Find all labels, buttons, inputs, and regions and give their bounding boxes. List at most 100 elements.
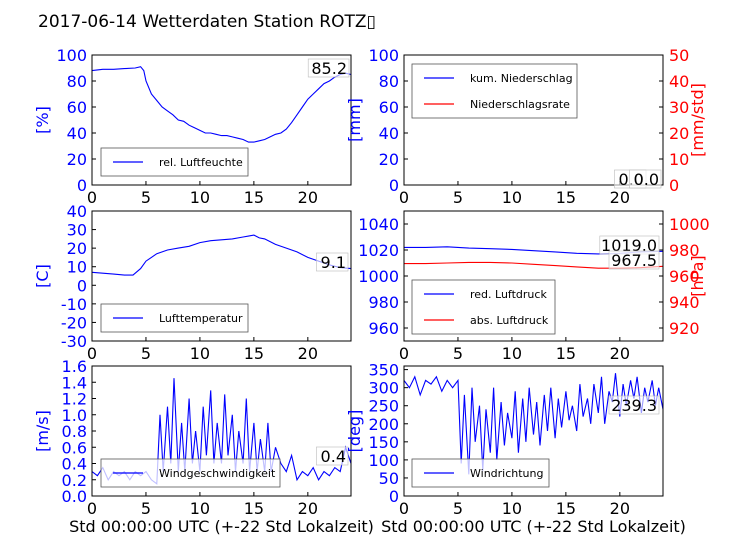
temperature-y-tick-label: 0 bbox=[77, 276, 87, 295]
humidity-series-line bbox=[91, 66, 352, 143]
humidity-x-tick-label: 20 bbox=[298, 188, 318, 207]
pressure-y-right-tick-label: 1000 bbox=[669, 215, 710, 234]
windspeed-value-label: 0.4 bbox=[321, 447, 346, 466]
pressure-x-tick-label: 15 bbox=[556, 344, 576, 363]
precipitation-x-tick-label: 10 bbox=[502, 188, 522, 207]
windspeed-y-tick-label: 0.4 bbox=[62, 455, 87, 474]
windspeed-x-tick-label: 20 bbox=[298, 499, 318, 518]
temperature-y-tick-label: 30 bbox=[67, 221, 87, 240]
winddirection-y-axis-label: [deg] bbox=[345, 410, 364, 453]
precipitation-y-tick-label: 20 bbox=[379, 150, 399, 169]
pressure-x-tick-label: 20 bbox=[610, 344, 630, 363]
winddirection-x-tick-label: 20 bbox=[610, 499, 630, 518]
windspeed-x-tick-label: 10 bbox=[190, 499, 210, 518]
winddirection-y-tick-label: 200 bbox=[368, 415, 399, 434]
pressure-value-label: 967.5 bbox=[611, 251, 657, 270]
winddirection-x-tick-label: 5 bbox=[453, 499, 463, 518]
winddirection-y-tick-label: 300 bbox=[368, 379, 399, 398]
winddirection-y-tick-label: 100 bbox=[368, 451, 399, 470]
humidity-legend-label: rel. Luftfeuchte bbox=[159, 156, 243, 169]
precipitation-y-right-tick-label: 30 bbox=[669, 98, 689, 117]
windspeed-y-tick-label: 0.2 bbox=[62, 471, 87, 490]
humidity-y-tick-label: 40 bbox=[67, 124, 87, 143]
windspeed-x-tick-label: 5 bbox=[141, 499, 151, 518]
temperature-x-tick-label: 10 bbox=[190, 344, 210, 363]
precipitation-x-tick-label: 5 bbox=[453, 188, 463, 207]
temperature-series-line bbox=[91, 234, 352, 276]
windspeed-y-tick-label: 0.8 bbox=[62, 422, 87, 441]
temperature-x-tick-label: 0 bbox=[87, 344, 97, 363]
windspeed-chart: 0.00.20.40.60.81.01.21.41.60 5 10 15 20[m/s]… bbox=[33, 357, 374, 536]
precipitation-y-axis-label: [mm] bbox=[345, 98, 364, 142]
pressure-y-tick-label: 980 bbox=[368, 293, 399, 312]
windspeed-x-axis-label: Std 00:00:00 UTC (+-22 Std Lokalzeit) bbox=[69, 517, 374, 536]
pressure-y-right-tick-label: 980 bbox=[669, 241, 700, 260]
winddirection-x-tick-label: 10 bbox=[502, 499, 522, 518]
pressure-y-right-tick-label: 920 bbox=[669, 319, 700, 338]
temperature-y-tick-label: -10 bbox=[61, 295, 87, 314]
winddirection-y-tick-label: 150 bbox=[368, 433, 399, 452]
humidity-y-tick-label: 20 bbox=[67, 150, 87, 169]
pressure-legend-box bbox=[411, 279, 556, 335]
pressure-y-tick-label: 1020 bbox=[358, 241, 399, 260]
precipitation-y-tick-label: 100 bbox=[368, 46, 399, 65]
winddirection-value-label-box bbox=[608, 395, 660, 415]
windspeed-y-tick-label: 0.0 bbox=[62, 487, 87, 506]
winddirection-plot-frame bbox=[403, 365, 664, 497]
pressure-legend-label: abs. Luftdruck bbox=[470, 314, 549, 327]
pressure-value-label-box bbox=[608, 250, 660, 270]
temperature-y-tick-label: -20 bbox=[61, 313, 87, 332]
pressure-y-tick-label: 960 bbox=[368, 319, 399, 338]
windspeed-y-tick-label: 1.2 bbox=[62, 390, 87, 409]
winddirection-y-tick-label: 50 bbox=[379, 469, 399, 488]
humidity-y-tick-label: 60 bbox=[67, 98, 87, 117]
precipitation-y-tick-label: 40 bbox=[379, 124, 399, 143]
precipitation-legend-box bbox=[411, 63, 578, 119]
humidity-y-axis-label: [%] bbox=[33, 106, 52, 134]
windspeed-legend-label: Windgeschwindigkeit bbox=[159, 467, 276, 480]
windspeed-value-label-box bbox=[316, 446, 349, 466]
precipitation-x-tick-label: 0 bbox=[399, 188, 409, 207]
humidity-x-tick-label: 15 bbox=[244, 188, 264, 207]
pressure-y-right-tick-label: 960 bbox=[669, 267, 700, 286]
pressure-y-right-axis-label: [hPa] bbox=[688, 255, 707, 296]
precipitation-legend-label: Niederschlagsrate bbox=[470, 98, 570, 111]
windspeed-x-tick-label: 15 bbox=[244, 499, 264, 518]
winddirection-y-tick-label: 250 bbox=[368, 397, 399, 416]
temperature-x-tick-label: 15 bbox=[244, 344, 264, 363]
precipitation-y-tick-label: 60 bbox=[379, 98, 399, 117]
humidity-x-tick-label: 5 bbox=[141, 188, 151, 207]
precipitation-x-tick-label: 20 bbox=[610, 188, 630, 207]
temperature-value-label-box bbox=[316, 252, 349, 272]
temperature-x-tick-label: 5 bbox=[141, 344, 151, 363]
winddirection-x-tick-label: 0 bbox=[399, 499, 409, 518]
winddirection-y-tick-label: 350 bbox=[368, 361, 399, 380]
pressure-legend-label: red. Luftdruck bbox=[470, 288, 547, 301]
windspeed-y-tick-label: 1.4 bbox=[62, 373, 87, 392]
humidity-value-label-box bbox=[307, 58, 350, 78]
winddirection-y-tick-label: 0 bbox=[389, 487, 399, 506]
winddirection-legend-box bbox=[411, 458, 550, 488]
humidity-value-label: 85.2 bbox=[311, 59, 347, 78]
pressure-y-right-tick-label: 940 bbox=[669, 293, 700, 312]
temperature-y-tick-label: 40 bbox=[67, 202, 87, 221]
humidity-x-tick-label: 10 bbox=[190, 188, 210, 207]
precipitation-y-right-tick-label: 50 bbox=[669, 46, 689, 65]
temperature-y-tick-label: 20 bbox=[67, 239, 87, 258]
temperature-y-tick-label: 10 bbox=[67, 258, 87, 277]
temperature-x-tick-label: 20 bbox=[298, 344, 318, 363]
precipitation-value-label: 0.0 bbox=[634, 170, 659, 189]
pressure-y-tick-label: 1040 bbox=[358, 215, 399, 234]
pressure-chart: 960 980 1000 1020 1040 920 940 960 980 1000 0 5 10 15… bbox=[358, 210, 710, 363]
windspeed-y-axis-label: [m/s] bbox=[33, 410, 52, 452]
windspeed-x-tick-label: 0 bbox=[87, 499, 97, 518]
precipitation-value-label-box bbox=[629, 169, 662, 189]
winddirection-x-tick-label: 15 bbox=[556, 499, 576, 518]
pressure-x-tick-label: 0 bbox=[399, 344, 409, 363]
windspeed-y-tick-label: 1.0 bbox=[62, 406, 87, 425]
precipitation-legend-label: kum. Niederschlag bbox=[470, 72, 573, 85]
humidity-x-tick-label: 0 bbox=[87, 188, 97, 207]
